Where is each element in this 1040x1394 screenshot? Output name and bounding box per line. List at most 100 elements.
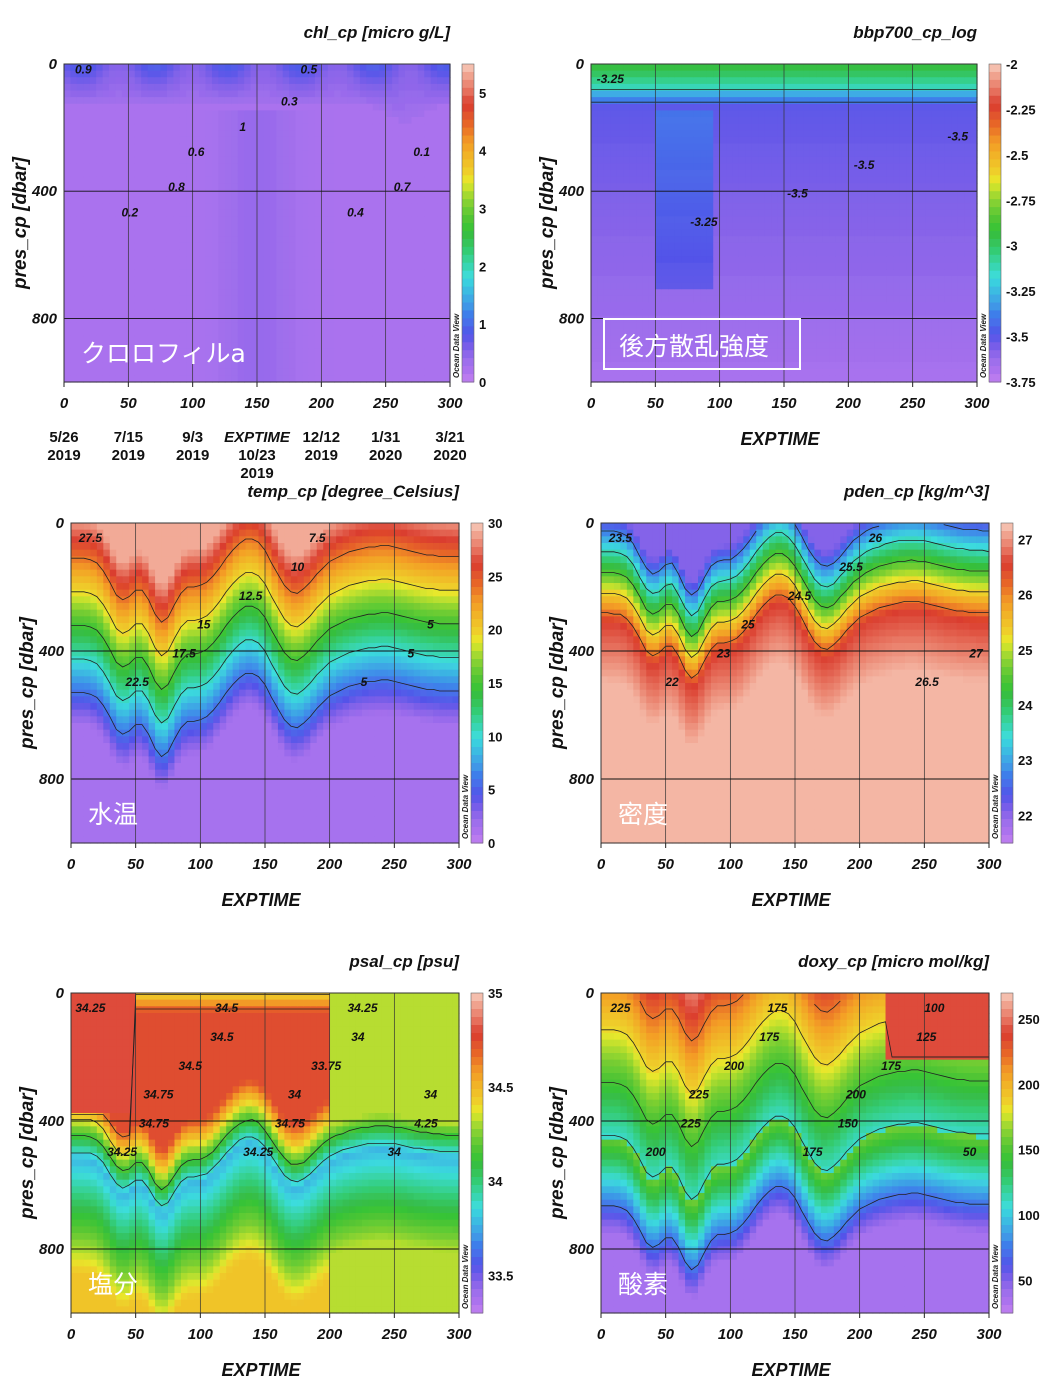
heat-cell [443, 329, 451, 337]
heat-cell [141, 123, 149, 131]
heat-cell [758, 229, 766, 237]
heat-cell [661, 368, 669, 376]
heat-cell [392, 348, 400, 357]
heat-cell [109, 289, 117, 297]
heat-cell [424, 242, 432, 251]
heat-cell [424, 130, 432, 138]
heat-cell [777, 329, 785, 337]
heat-cell [128, 329, 136, 337]
heat-cell [173, 130, 181, 138]
heat-cell [706, 90, 714, 98]
heat-cell [738, 242, 746, 251]
heat-cell [186, 189, 194, 198]
heat-cell [764, 249, 772, 257]
heat-cell [848, 335, 856, 343]
heat-cell [308, 143, 316, 151]
heat-cell [784, 276, 792, 284]
heat-cell [128, 289, 136, 297]
heat-cell [822, 295, 830, 304]
heat-cell [269, 176, 277, 184]
heat-cell [661, 70, 669, 78]
heat-cell [719, 77, 727, 85]
heat-cell [835, 249, 843, 257]
heat-cell [687, 150, 695, 158]
heat-cell [128, 90, 136, 98]
heat-cell [623, 335, 631, 343]
heat-cell [430, 289, 438, 297]
heat-cell [738, 329, 746, 337]
heat-cell [636, 110, 644, 118]
heat-cell [340, 216, 348, 224]
heat-cell [379, 183, 387, 191]
heat-cell [790, 156, 798, 164]
heat-cell [302, 117, 310, 125]
heat-cell [372, 209, 380, 217]
heat-cell [166, 216, 174, 224]
heat-cell [809, 262, 817, 270]
heat-cell [385, 229, 393, 237]
heat-cell [141, 130, 149, 138]
heat-cell [411, 375, 419, 383]
heat-cell [154, 170, 162, 178]
contour-label: 0.9 [75, 63, 92, 77]
heat-cell [366, 203, 374, 211]
heat-cell [353, 315, 361, 323]
heat-cell [128, 229, 136, 237]
heat-cell [289, 368, 297, 376]
heat-cell [269, 203, 277, 211]
heat-cell [199, 77, 207, 85]
heat-cell [693, 236, 701, 244]
heat-cell [263, 282, 271, 290]
heat-cell [854, 309, 862, 317]
heat-cell [713, 242, 721, 251]
heat-cell [250, 276, 258, 284]
heat-cell [192, 322, 200, 330]
heat-cell [192, 183, 200, 191]
heat-cell [706, 130, 714, 138]
heat-cell [816, 83, 824, 92]
heat-cell [102, 156, 110, 164]
heat-cell [803, 362, 811, 370]
heat-cell [173, 229, 181, 237]
heat-cell [648, 110, 656, 118]
heat-cell [424, 348, 432, 357]
heat-cell [295, 262, 303, 270]
heat-cell [816, 203, 824, 211]
heat-cell [738, 269, 746, 277]
heat-cell [655, 262, 663, 270]
heat-cell [199, 362, 207, 370]
heat-cell [693, 90, 701, 98]
heat-cell [597, 223, 605, 231]
heat-cell [295, 342, 303, 350]
heat-cell [648, 103, 656, 111]
heat-cell [359, 249, 367, 257]
heat-cell [597, 176, 605, 184]
heat-cell [803, 276, 811, 284]
heat-cell [411, 117, 419, 125]
heat-cell [681, 103, 689, 111]
heat-cell [732, 302, 740, 310]
heat-cell [796, 295, 804, 304]
heat-cell [109, 117, 117, 125]
heat-cell [726, 355, 734, 363]
heat-cell [443, 335, 451, 343]
heat-cell [250, 216, 258, 224]
heat-cell [211, 196, 219, 204]
heat-cell [616, 309, 624, 317]
heat-cell [829, 322, 837, 330]
heat-cell [166, 329, 174, 337]
heat-cell [822, 176, 830, 184]
heat-cell [302, 229, 310, 237]
heat-cell [726, 117, 734, 125]
heat-cell [603, 249, 611, 257]
heat-cell [257, 143, 265, 151]
heat-cell [109, 262, 117, 270]
heat-cell [424, 64, 432, 72]
heat-cell [89, 143, 97, 151]
heat-cell [443, 368, 451, 376]
heat-cell [398, 302, 406, 310]
heat-cell [636, 70, 644, 78]
heat-cell [430, 242, 438, 251]
heat-cell [616, 216, 624, 224]
heat-cell [366, 216, 374, 224]
